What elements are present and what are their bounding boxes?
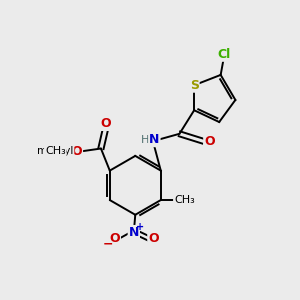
Text: H: H	[140, 135, 149, 145]
Text: O: O	[100, 117, 111, 130]
Text: +: +	[136, 222, 144, 232]
Text: methyl: methyl	[37, 146, 74, 157]
Text: −: −	[103, 238, 113, 251]
Text: N: N	[129, 226, 139, 239]
Text: CH₃: CH₃	[45, 146, 66, 157]
Text: N: N	[149, 133, 160, 146]
Text: Cl: Cl	[217, 48, 230, 61]
Text: O: O	[71, 145, 82, 158]
Text: methyl: methyl	[54, 151, 59, 152]
Text: S: S	[190, 79, 199, 92]
Text: O: O	[110, 232, 120, 245]
Text: CH₃: CH₃	[174, 195, 195, 205]
Text: O: O	[148, 232, 159, 245]
Text: O: O	[204, 135, 215, 148]
